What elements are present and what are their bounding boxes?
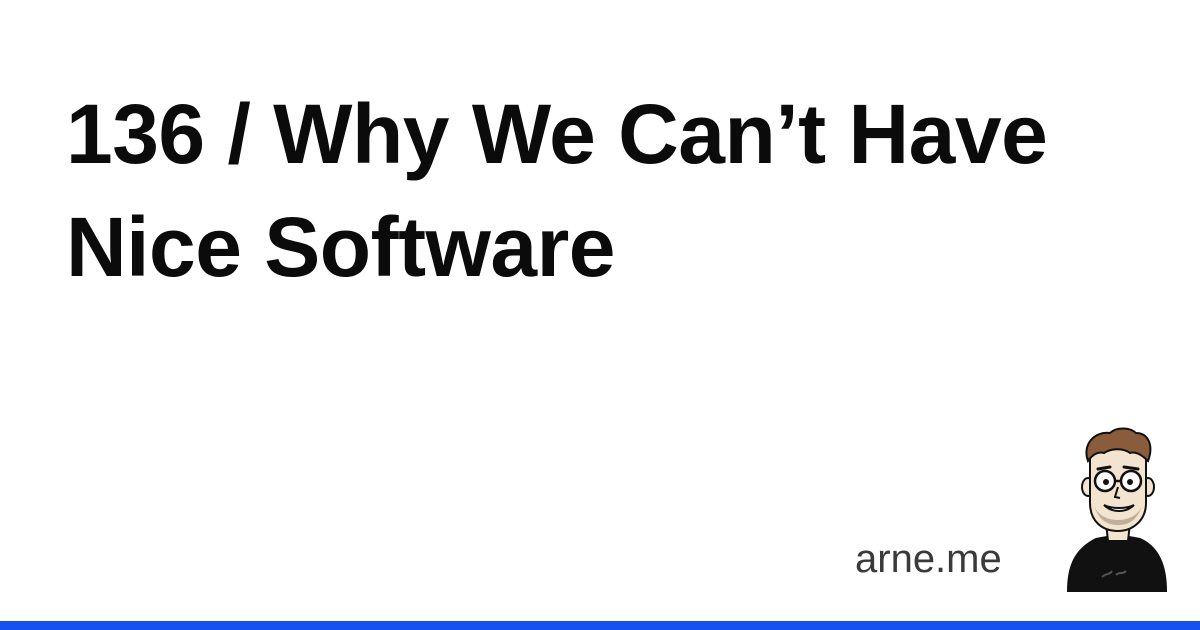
accent-bar — [0, 621, 1200, 630]
author-avatar-icon — [1066, 427, 1168, 592]
site-name: arne.me — [855, 537, 1002, 581]
post-title: 136 / Why We Can’t Have Nice Software — [66, 87, 1048, 294]
